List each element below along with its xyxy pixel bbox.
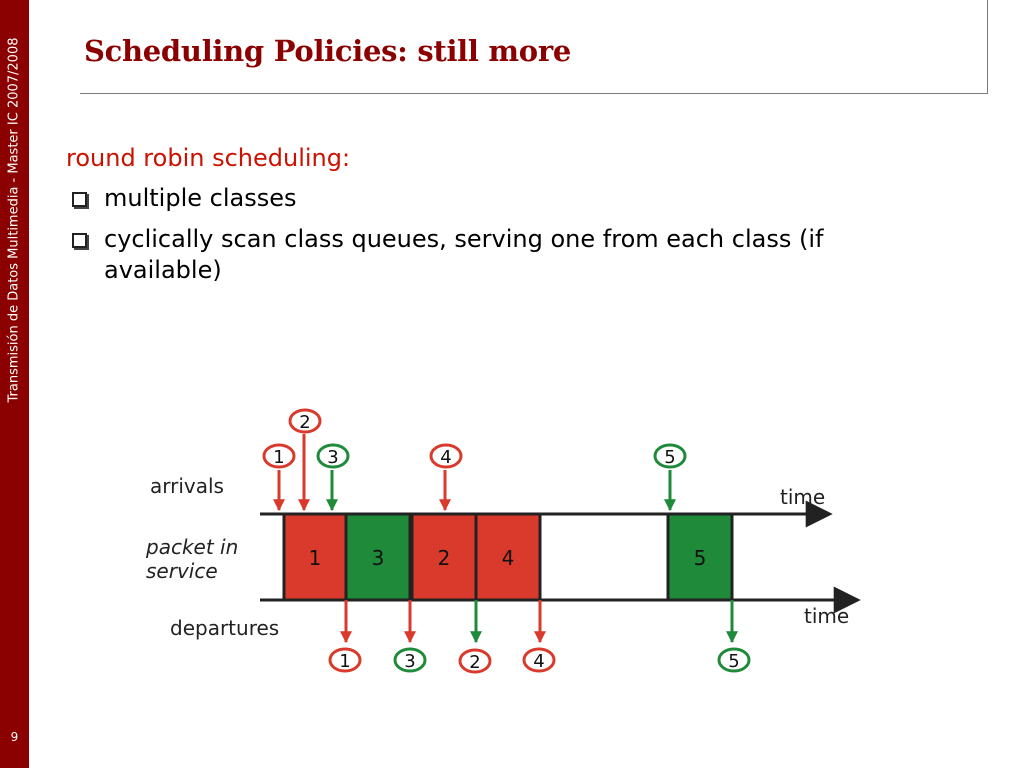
service-packet-number: 1 [309,546,322,570]
arrival-packet-4: 4 [429,443,463,469]
departure-packet-3: 3 [393,647,427,673]
round-robin-diagram: arrivals packet in service departures ti… [145,408,861,674]
checkbox-bullet-icon [72,233,87,248]
departure-packet-number: 3 [404,651,415,672]
time-label-top: time [780,485,825,509]
departure-packet-number: 5 [728,651,739,672]
service-box-3: 3 [344,512,412,602]
arrival-packet-number: 1 [273,447,284,468]
service-box-2: 2 [410,512,478,602]
service-packet-number: 3 [372,546,385,570]
page-number: 9 [10,730,19,744]
departure-packet-5: 5 [717,647,751,673]
arrival-packet-3: 3 [316,443,350,469]
arrival-packet-number: 4 [440,447,451,468]
time-label-bottom: time [804,604,849,628]
service-box-5: 5 [666,512,734,602]
packet-in-label: packet in [145,535,238,559]
bullet-item: multiple classes [66,183,946,214]
service-box-1: 1 [282,512,348,602]
service-label: service [146,559,218,583]
bullet-text: cyclically scan class queues, serving on… [104,225,824,284]
arrival-packet-2: 2 [288,408,322,434]
departure-packet-4: 4 [522,647,556,673]
slide-title: Scheduling Policies: still more [84,34,571,68]
bullet-text: multiple classes [104,184,297,212]
arrival-packet-1: 1 [262,443,296,469]
bullet-item: cyclically scan class queues, serving on… [66,224,946,286]
arrival-packet-number: 2 [299,412,310,433]
departure-packet-2: 2 [458,648,492,674]
departure-packet-number: 4 [533,651,544,672]
departure-packet-number: 1 [339,651,350,672]
arrival-packet-5: 5 [653,443,687,469]
service-packet-number: 2 [438,546,451,570]
lead-text: round robin scheduling: [66,144,351,172]
service-packet-number: 5 [694,546,707,570]
departure-packet-1: 1 [328,647,362,673]
arrival-packet-number: 3 [327,447,338,468]
sidebar-course-text: Transmisión de Datos Multimedia - Master… [6,37,22,403]
sidebar: Transmisión de Datos Multimedia - Master… [0,0,29,768]
service-box-4: 4 [474,512,542,602]
arrival-packet-number: 5 [664,447,675,468]
slide-content: round robin scheduling: multiple classes… [66,143,946,296]
departures-label: departures [170,616,279,640]
checkbox-bullet-icon [72,192,87,207]
service-packet-number: 4 [502,546,515,570]
title-divider [80,93,988,94]
title-divider-vertical [987,0,988,94]
arrivals-label: arrivals [150,474,224,498]
departure-packet-number: 2 [469,652,480,673]
